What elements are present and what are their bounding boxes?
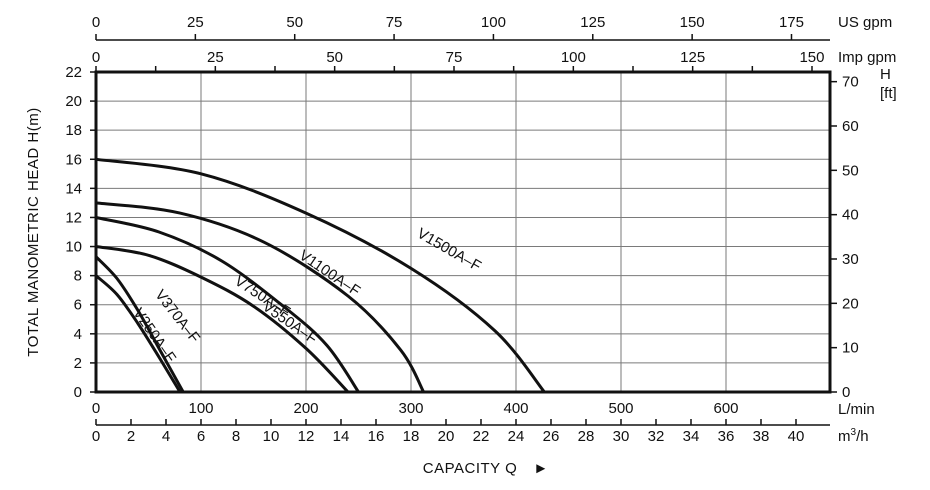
- curve-label: V1500A–F: [414, 225, 484, 275]
- top2-tick-label: 100: [561, 49, 586, 66]
- bottom-tick-label: 400: [503, 400, 528, 417]
- curve-v370a-f: [94, 255, 185, 393]
- curve-v1100a-f: [95, 201, 425, 393]
- bottom2-unit-sup: 3: [851, 427, 857, 438]
- left-tick-label: 20: [65, 93, 82, 110]
- top-tick-label: 100: [481, 14, 506, 31]
- left-tick-label: 6: [74, 297, 82, 314]
- top2-axis-unit: Imp gpm: [838, 49, 896, 66]
- bottom2-tick-label: 18: [403, 428, 420, 445]
- y-axis-title: TOTAL MANOMETRIC HEAD H(m): [25, 107, 42, 356]
- bottom-tick-label: 300: [398, 400, 423, 417]
- bottom2-tick-label: 8: [232, 428, 240, 445]
- top-tick-label: 125: [580, 14, 605, 31]
- right-tick-label: 70: [842, 74, 859, 91]
- bottom-axis-unit: L/min: [838, 401, 875, 418]
- top2-tick-label: 125: [680, 49, 705, 66]
- right-tick-label: 20: [842, 295, 859, 312]
- left-tick-label: 12: [65, 209, 82, 226]
- right-tick-label: 40: [842, 207, 859, 224]
- left-tick-label: 4: [74, 326, 82, 343]
- left-tick-label: 14: [65, 180, 82, 197]
- bottom2-tick-label: 28: [578, 428, 595, 445]
- left-tick-label: 8: [74, 268, 82, 285]
- left-tick-label: 2: [74, 355, 82, 372]
- top-tick-label: 75: [386, 14, 403, 31]
- bottom2-tick-label: 12: [298, 428, 315, 445]
- curve-v250a-f: [94, 274, 182, 393]
- right-tick-label: 60: [842, 118, 859, 135]
- bottom2-tick-label: 2: [127, 428, 135, 445]
- bottom2-tick-label: 20: [438, 428, 455, 445]
- right-tick-label: 50: [842, 162, 859, 179]
- bottom-tick-label: 0: [92, 400, 100, 417]
- left-tick-label: 16: [65, 151, 82, 168]
- left-tick-label: 10: [65, 239, 82, 256]
- top2-tick-label: 0: [92, 49, 100, 66]
- left-tick-label: 0: [74, 384, 82, 401]
- bottom2-tick-label: 24: [508, 428, 525, 445]
- bottom2-tick-label: 36: [718, 428, 735, 445]
- bottom2-tick-label: 22: [473, 428, 490, 445]
- left-tick-label: 22: [65, 64, 82, 81]
- bottom-tick-label: 500: [608, 400, 633, 417]
- right-tick-label: 10: [842, 340, 859, 357]
- top-axis-unit: US gpm: [838, 14, 892, 31]
- bottom2-tick-label: 34: [683, 428, 700, 445]
- curve-v550a-f: [95, 245, 350, 394]
- bottom2-tick-label: 38: [753, 428, 770, 445]
- bottom2-tick-label: 0: [92, 428, 100, 445]
- bottom2-tick-label: 32: [648, 428, 665, 445]
- right-tick-label: 0: [842, 384, 850, 401]
- curve-v1500a-f: [95, 157, 546, 393]
- bottom-tick-label: 100: [188, 400, 213, 417]
- bottom2-tick-label: 6: [197, 428, 205, 445]
- left-tick-label: 18: [65, 122, 82, 139]
- bottom2-unit-base: m: [838, 428, 851, 445]
- bottom2-tick-label: 40: [788, 428, 805, 445]
- top-tick-label: 25: [187, 14, 204, 31]
- bottom2-unit-tail: /h: [856, 428, 869, 445]
- top-tick-label: 50: [286, 14, 303, 31]
- curve-v750a-f: [95, 216, 360, 393]
- top2-tick-label: 75: [446, 49, 463, 66]
- bottom-tick-label: 600: [713, 400, 738, 417]
- right-axis-unit-line1: H: [880, 66, 891, 83]
- top-tick-label: 175: [779, 14, 804, 31]
- top2-tick-label: 25: [207, 49, 224, 66]
- grid: [96, 72, 830, 392]
- bottom2-tick-label: 4: [162, 428, 170, 445]
- x-axis-arrow-icon: ►: [533, 460, 548, 477]
- right-tick-label: 30: [842, 251, 859, 268]
- right-axis-unit-line2: [ft]: [880, 85, 897, 102]
- bottom2-tick-label: 26: [543, 428, 560, 445]
- top2-tick-label: 150: [799, 49, 824, 66]
- bottom-tick-label: 200: [293, 400, 318, 417]
- x-axis-title: CAPACITY Q: [423, 460, 517, 477]
- top-tick-label: 150: [680, 14, 705, 31]
- bottom2-axis-unit: m3/h: [838, 427, 869, 445]
- top2-tick-label: 50: [326, 49, 343, 66]
- bottom2-tick-label: 30: [613, 428, 630, 445]
- curves: [94, 157, 546, 394]
- bottom2-tick-label: 14: [333, 428, 350, 445]
- plot-frame: [94, 70, 832, 394]
- bottom2-tick-label: 10: [263, 428, 280, 445]
- top-tick-label: 0: [92, 14, 100, 31]
- bottom2-tick-label: 16: [368, 428, 385, 445]
